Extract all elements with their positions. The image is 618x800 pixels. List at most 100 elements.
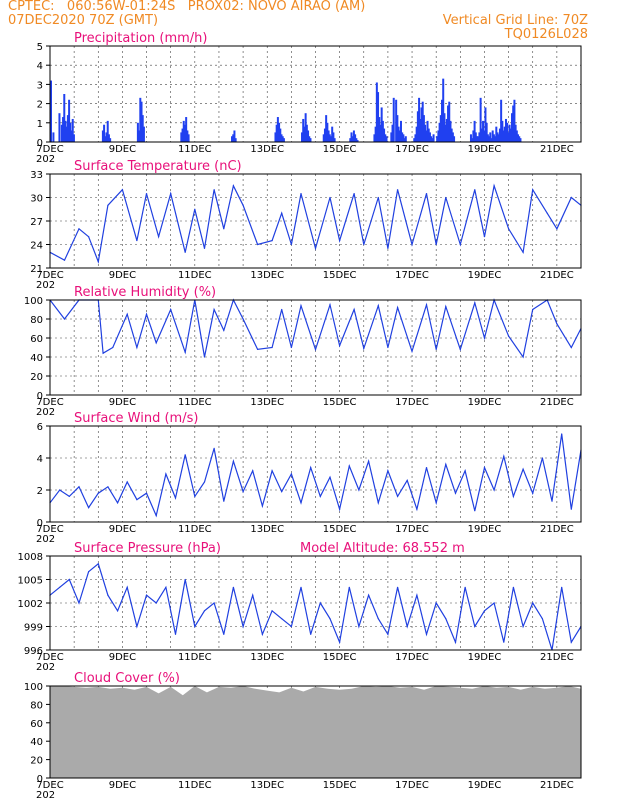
series-point <box>503 455 505 457</box>
series-point <box>329 196 331 199</box>
precip-bar <box>332 132 335 142</box>
series-point <box>290 473 292 475</box>
panel-5 <box>46 685 582 779</box>
series-point <box>121 189 124 191</box>
series-point <box>184 351 186 353</box>
series-point <box>68 578 70 581</box>
precip-bar <box>418 97 421 142</box>
panel-title: Surface Wind (m/s) <box>74 411 198 426</box>
precip-bar <box>421 101 424 142</box>
series-point <box>112 346 114 349</box>
header-left-line1: CPTEC: 060:56W-01:24S PROX02: NOVO AIRAO… <box>8 0 366 14</box>
y-tick-label: 996 <box>24 646 43 657</box>
x-tick-label: 13DEC <box>250 397 284 408</box>
series-point <box>435 502 437 504</box>
precip-bar <box>490 138 493 142</box>
series-point <box>290 625 292 628</box>
x-tick-label: 17DEC <box>395 652 429 663</box>
precip-bar <box>395 99 398 142</box>
series-point <box>425 304 428 306</box>
panel-2 <box>46 298 582 396</box>
x-tick-label: 11DEC <box>178 270 212 281</box>
x-tick-label: 13DEC <box>250 780 284 791</box>
series-point <box>396 495 399 497</box>
series-point <box>556 323 558 325</box>
x-tick-label: 21DEC <box>540 270 574 281</box>
series-point <box>483 236 486 238</box>
series-point <box>445 306 447 308</box>
precip-bar <box>279 128 282 142</box>
precip-bar <box>482 120 485 142</box>
series-point <box>170 308 172 311</box>
series-point <box>242 491 244 493</box>
precip-bar <box>486 134 489 142</box>
series-point <box>406 479 408 481</box>
series-point <box>483 337 486 339</box>
precip-bar <box>60 124 63 142</box>
precip-bar <box>488 136 491 142</box>
y-tick-label: 0 <box>37 774 43 785</box>
x-tick-label: 15DEC <box>323 780 357 791</box>
series-point <box>116 610 119 612</box>
precip-bar <box>403 138 406 142</box>
series-point <box>474 625 476 628</box>
series-point <box>454 492 457 494</box>
series-point <box>507 228 510 230</box>
precip-bar <box>232 134 235 142</box>
precip-bar <box>64 120 67 142</box>
x-tick-label: 9DEC <box>109 144 136 155</box>
series-point <box>522 625 524 628</box>
series-line <box>49 562 582 651</box>
panel-1 <box>46 173 582 269</box>
series-point <box>174 497 177 499</box>
series-point <box>310 633 312 635</box>
precip-bar <box>436 136 439 142</box>
series-point <box>174 633 177 635</box>
precip-bar <box>415 126 418 142</box>
precip-bar <box>511 113 514 142</box>
x-tick-label: 15DEC <box>323 270 357 281</box>
x-tick-label: 13DEC <box>250 524 284 535</box>
series-point <box>261 633 263 635</box>
y-tick-label: 40 <box>30 737 43 748</box>
precip-bar <box>392 97 395 142</box>
precip-bar <box>512 105 515 142</box>
y-tick-label: 999 <box>24 623 43 634</box>
x-tick-label: 19DEC <box>468 144 502 155</box>
series-point <box>570 346 572 349</box>
precip-bar <box>140 101 143 142</box>
y-tick-label: 4 <box>37 61 43 72</box>
precip-bar <box>391 124 394 142</box>
precip-bar <box>373 134 376 142</box>
series-point <box>97 492 99 494</box>
precip-bar <box>282 138 285 142</box>
y-tick-label: 1005 <box>18 576 43 587</box>
series-point <box>136 625 138 628</box>
header-right-line1: Vertical Grid Line: 70Z <box>442 13 588 28</box>
series-point <box>242 318 244 320</box>
series-point <box>411 243 413 246</box>
series-point <box>203 481 206 483</box>
panel-title: Precipitation (mm/h) <box>74 31 207 46</box>
precip-bar <box>501 120 504 142</box>
y-tick-label: 20 <box>30 372 43 383</box>
precip-bar <box>302 118 305 142</box>
y-tick-label: 80 <box>30 315 43 326</box>
series-point <box>107 486 109 488</box>
series-point <box>512 495 515 497</box>
series-point <box>184 251 186 253</box>
precip-bar <box>489 132 492 142</box>
series-point <box>387 470 389 472</box>
series-point <box>145 594 148 596</box>
y-tick-label: 2 <box>37 100 43 111</box>
precip-bar <box>303 126 306 142</box>
x-year-label: 202 <box>36 790 55 800</box>
series-point <box>252 594 254 596</box>
precip-bar <box>507 132 510 142</box>
precip-bar <box>442 78 445 142</box>
series-line <box>49 183 582 264</box>
precip-bar <box>185 117 188 142</box>
precip-bar <box>136 122 139 142</box>
precip-bar <box>437 130 440 142</box>
panel-title: Relative Humidity (%) <box>74 285 216 300</box>
